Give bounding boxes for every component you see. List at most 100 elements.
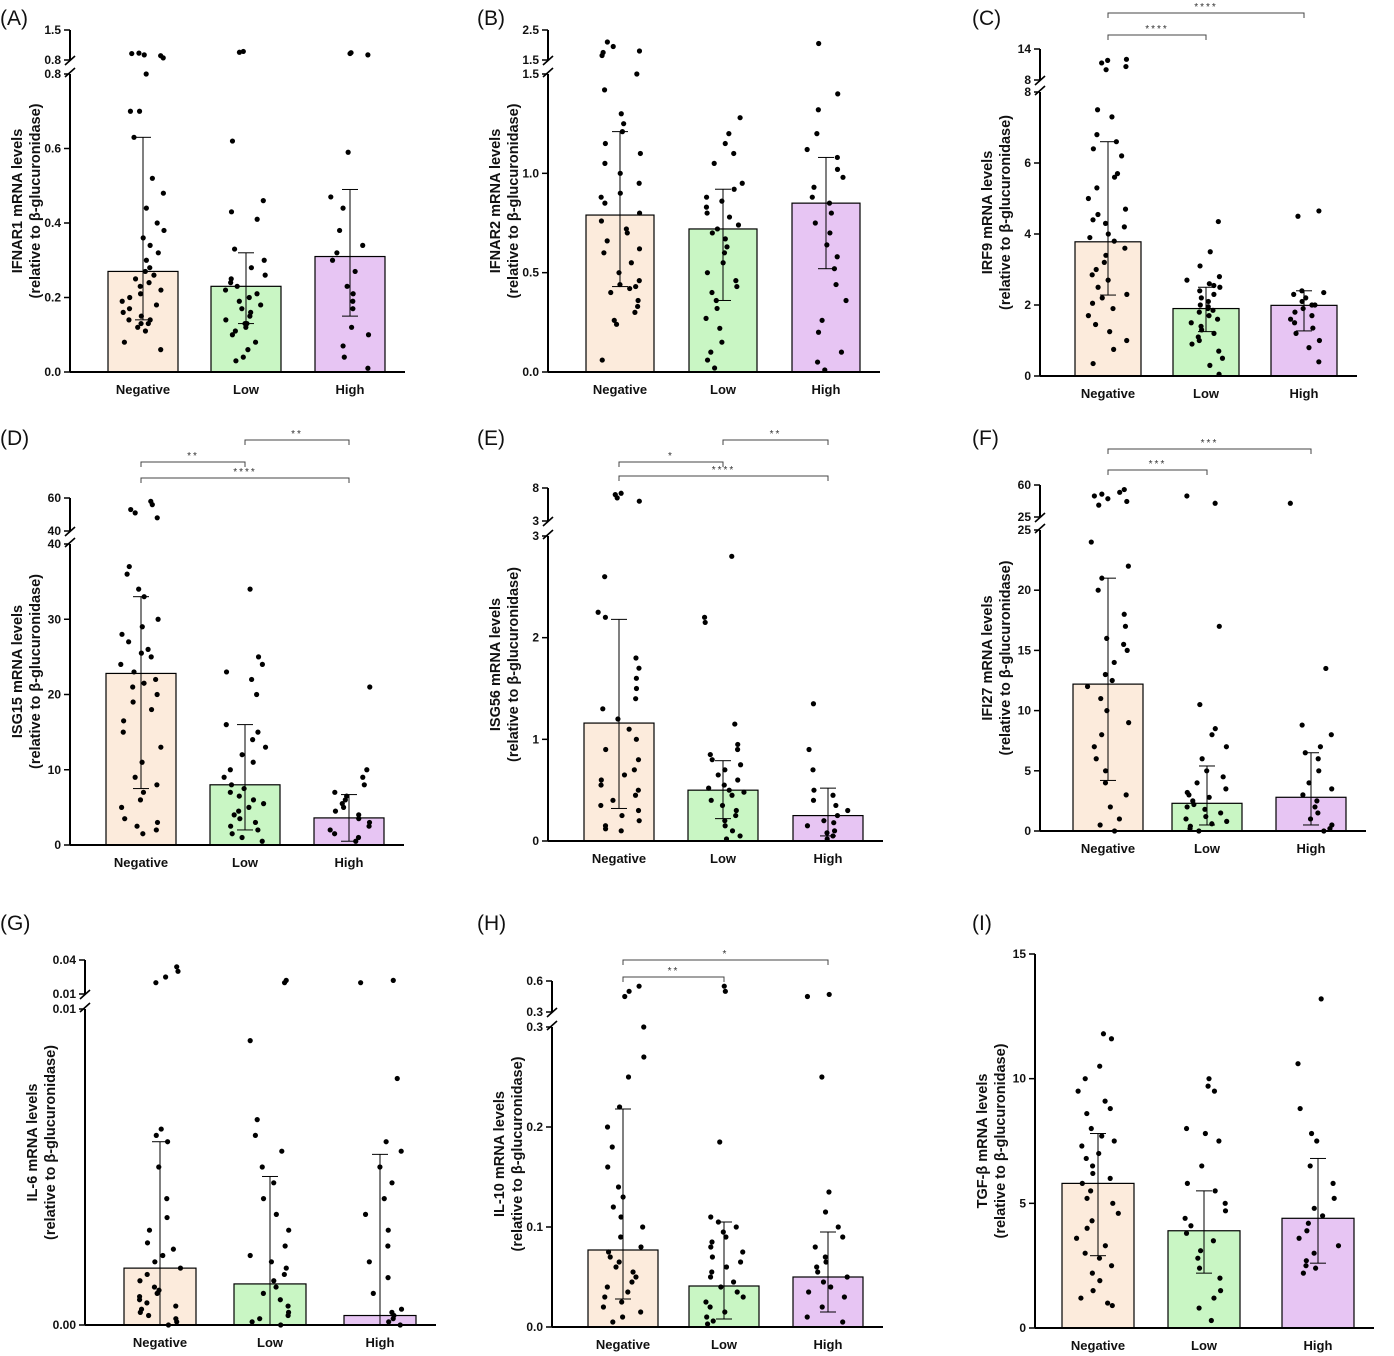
- data-point: [702, 619, 708, 626]
- data-point: [635, 297, 641, 304]
- x-category-label: Low: [710, 851, 737, 866]
- data-point: [816, 40, 822, 47]
- data-point: [806, 1289, 812, 1295]
- y-axis-title-line: IFNAR2 mRNA levels: [488, 129, 504, 274]
- data-point: [282, 1243, 288, 1249]
- y-tick-label: 0.8: [44, 67, 61, 81]
- data-point: [1184, 493, 1190, 499]
- data-point: [252, 339, 259, 345]
- data-point: [149, 175, 155, 181]
- data-point: [1319, 1213, 1326, 1219]
- y-tick-label: 4: [1024, 227, 1031, 241]
- data-point: [814, 359, 821, 365]
- data-point: [1095, 284, 1101, 290]
- data-point: [1295, 213, 1301, 219]
- x-category-label: Negative: [592, 851, 646, 866]
- data-point: [711, 160, 717, 166]
- y-axis-title-line: ISG15 mRNA levels: [10, 605, 26, 738]
- data-point: [1107, 1175, 1113, 1181]
- data-point: [131, 669, 137, 675]
- data-point: [708, 797, 714, 803]
- data-point: [633, 675, 639, 681]
- data-point: [630, 1269, 636, 1275]
- y-axis-title-line: IFNAR1 mRNA levels: [10, 129, 26, 274]
- data-point: [1107, 329, 1113, 335]
- data-point: [1110, 1200, 1116, 1206]
- data-point: [634, 71, 640, 77]
- data-point: [386, 1319, 392, 1325]
- data-point: [250, 737, 256, 743]
- data-point: [1116, 816, 1123, 822]
- data-point: [635, 807, 642, 814]
- panel-letter: (D): [0, 427, 29, 450]
- data-point: [618, 111, 624, 117]
- data-point: [1090, 217, 1096, 223]
- data-point: [257, 1316, 263, 1322]
- data-point: [612, 492, 618, 498]
- y-axis-title: IL-10 mRNA levels (relative to β-glucuron…: [492, 1056, 526, 1251]
- data-point: [360, 774, 366, 780]
- data-point: [627, 285, 633, 292]
- data-point: [1111, 659, 1117, 666]
- data-point: [154, 782, 160, 788]
- data-point: [633, 696, 639, 702]
- x-category-label: High: [812, 382, 841, 397]
- data-point: [827, 230, 833, 236]
- data-point: [136, 586, 142, 592]
- data-point: [701, 614, 708, 620]
- data-point: [722, 140, 728, 147]
- axis-break-mark: [64, 67, 76, 78]
- data-point: [636, 246, 643, 252]
- data-point: [632, 792, 639, 798]
- data-point: [605, 1249, 612, 1255]
- data-point: [824, 242, 830, 248]
- axis-break-mark: [64, 537, 76, 548]
- data-point: [1300, 1270, 1306, 1276]
- data-point: [1211, 1088, 1218, 1094]
- significance-label: **: [770, 429, 782, 440]
- data-point: [156, 1287, 162, 1293]
- data-point: [707, 1304, 713, 1310]
- data-point: [1079, 1180, 1085, 1186]
- data-point: [726, 214, 733, 220]
- data-point: [704, 270, 711, 276]
- data-point: [708, 1214, 714, 1220]
- data-point: [1105, 1300, 1111, 1306]
- data-point: [1207, 362, 1213, 368]
- data-point: [822, 1254, 828, 1260]
- data-point: [731, 186, 737, 192]
- data-point: [831, 820, 837, 826]
- data-point: [636, 665, 642, 671]
- data-point: [1094, 132, 1100, 138]
- data-point: [1096, 502, 1102, 508]
- data-point: [704, 210, 710, 216]
- data-point: [228, 782, 235, 788]
- data-point: [1109, 677, 1115, 684]
- data-point: [361, 782, 367, 788]
- axis-break-mark: [1034, 523, 1046, 534]
- significance-label: **: [187, 451, 199, 462]
- data-point: [708, 349, 714, 355]
- data-point: [223, 669, 230, 675]
- data-point: [248, 309, 254, 315]
- data-point: [602, 574, 608, 580]
- data-point: [356, 816, 362, 822]
- data-point: [177, 1265, 184, 1271]
- data-point: [600, 49, 606, 56]
- data-point: [1218, 810, 1224, 816]
- data-point: [812, 220, 818, 226]
- data-point: [1209, 732, 1215, 738]
- data-point: [389, 1309, 395, 1315]
- data-point: [1105, 496, 1111, 502]
- data-point: [840, 1319, 846, 1325]
- data-point: [619, 812, 625, 819]
- data-point: [258, 302, 264, 308]
- data-point: [804, 1314, 810, 1320]
- data-point: [129, 50, 135, 57]
- y-tick-label: 0.0: [522, 365, 539, 379]
- data-point: [366, 1259, 372, 1265]
- y-axis-title-line: (relative to β-glucuronidase): [28, 103, 44, 298]
- y-axis-title-line: (relative to β-glucuronidase): [510, 1056, 526, 1251]
- data-point: [127, 108, 134, 114]
- y-tick-label: 3: [532, 529, 539, 543]
